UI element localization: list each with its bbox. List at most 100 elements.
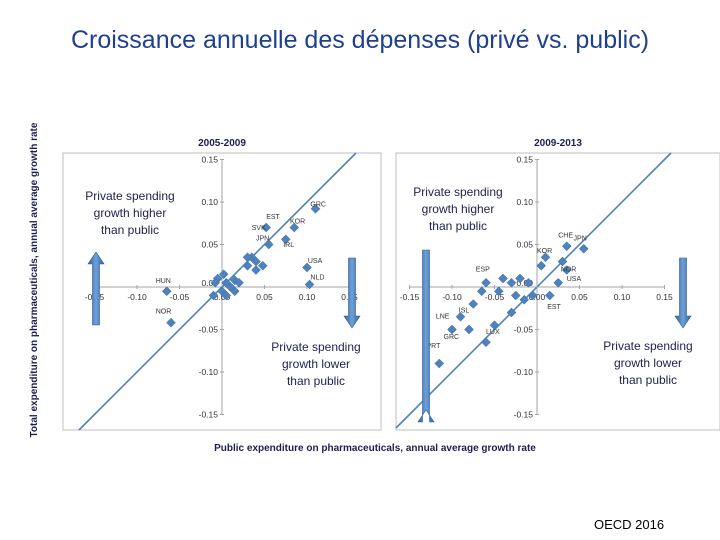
data-point [210, 277, 221, 288]
x-tick-label: 0.00 [214, 292, 231, 302]
data-point [493, 286, 504, 297]
data-point [280, 234, 291, 245]
diagonal-line [395, 152, 672, 429]
point-label: JPN [574, 235, 587, 242]
annotation-line: than public [429, 219, 487, 233]
y-tick-label: 0.00 [201, 278, 218, 288]
x-tick-label: 0.10 [299, 292, 316, 302]
data-point [218, 269, 229, 280]
data-point [304, 279, 315, 290]
data-point [498, 273, 508, 284]
data-point [540, 252, 551, 263]
data-point [221, 290, 232, 301]
point-label: ESP [476, 267, 490, 274]
arrow-up-icon [87, 251, 105, 326]
point-label: IRL [283, 242, 294, 249]
annotation-line: growth lower [282, 357, 350, 371]
point-label: NOR [156, 308, 172, 315]
data-point [257, 260, 268, 271]
arrow-down-icon [343, 257, 361, 329]
point-label: SVK [252, 225, 266, 232]
data-point [557, 256, 568, 267]
x-tick-label: 0.10 [614, 292, 631, 302]
data-point [242, 260, 253, 271]
point-label: NLD [310, 274, 324, 281]
arrow-up-icon [417, 249, 435, 423]
point-label: NOR [561, 267, 577, 274]
data-point [506, 307, 517, 318]
annotation-line: than public [101, 223, 159, 237]
x-tick-label: 0.00 [529, 292, 546, 302]
point-label: PRT [427, 343, 442, 350]
arrow-down-icon [674, 257, 692, 329]
y-tick-label: 0.05 [201, 240, 218, 250]
point-label: HUN [156, 278, 171, 285]
point-label: KOR [290, 218, 305, 225]
data-point [523, 277, 534, 288]
annotation-line: Private spending [413, 185, 502, 199]
data-point [468, 299, 479, 309]
point-label: CHE [558, 233, 573, 240]
data-point [464, 324, 474, 335]
point-label: JPN [256, 235, 269, 242]
data-point [506, 277, 517, 288]
chart-panel-1: -0.15-0.10-0.050.000.050.100.150.150.100… [62, 138, 382, 431]
point-label: USA [567, 276, 582, 283]
data-point [527, 290, 538, 301]
data-point [553, 277, 564, 288]
point-label: GRC [444, 334, 460, 341]
panel-title: 2009-2013 [534, 138, 582, 149]
annotation-upper: Private spending growth higher than public [85, 189, 174, 237]
data-point [234, 277, 244, 288]
data-point [302, 262, 312, 273]
point-label: KOR [537, 248, 552, 255]
data-point [289, 222, 300, 233]
x-tick-label: -0.05 [170, 292, 190, 302]
data-point [208, 290, 219, 301]
point-label: ISL [459, 308, 470, 315]
annotation-line: Private spending [85, 189, 174, 203]
data-point [447, 324, 457, 335]
y-tick-label: 0.15 [516, 155, 533, 165]
data-point [561, 241, 572, 252]
annotation-line: growth higher [422, 202, 495, 216]
data-point [489, 320, 500, 331]
data-point [481, 337, 491, 348]
panel-frame [395, 152, 720, 431]
y-tick-label: -0.15 [199, 410, 219, 420]
data-point [481, 277, 491, 288]
annotation-line: than public [619, 373, 677, 387]
x-tick-label: -0.05 [485, 292, 505, 302]
annotation-upper: Private spending growth higher than public [413, 185, 502, 233]
x-tick-label: -0.10 [442, 292, 462, 302]
annotation-line: than public [287, 374, 345, 388]
x-axis-label: Public expenditure on pharmaceuticals, a… [214, 443, 536, 454]
point-label: LUX [486, 329, 500, 336]
data-point [476, 286, 487, 297]
data-point [519, 294, 530, 305]
data-point [510, 290, 521, 301]
y-tick-label: 0.05 [516, 240, 533, 250]
page-title: Croissance annuelle des dépenses (privé … [70, 26, 650, 54]
data-point [166, 317, 176, 328]
point-label: EST [547, 304, 561, 311]
footer-source: OECD 2016 [594, 517, 665, 532]
annotation-lower: Private spending growth lower than public [271, 340, 360, 388]
y-tick-label: -0.10 [199, 367, 219, 377]
panel-title: 2005-2009 [198, 138, 246, 149]
point-label: USA [308, 258, 323, 265]
y-tick-label: 0.15 [201, 155, 218, 165]
point-label: EST [266, 214, 280, 221]
data-point [251, 265, 261, 275]
y-tick-label: -0.10 [514, 367, 534, 377]
x-tick-label: -0.10 [127, 292, 147, 302]
y-tick-label: 0.10 [516, 197, 533, 207]
data-point [561, 265, 572, 275]
data-point [310, 203, 321, 214]
data-point [261, 222, 272, 233]
annotation-line: growth higher [94, 206, 167, 220]
annotation-line: Private spending [271, 340, 360, 354]
data-point [544, 290, 555, 301]
chart-panel-2: -0.15 -0.10 -0.05 0.00 0.05 0.10 0.15 0.15 0.10 0… [395, 138, 720, 431]
